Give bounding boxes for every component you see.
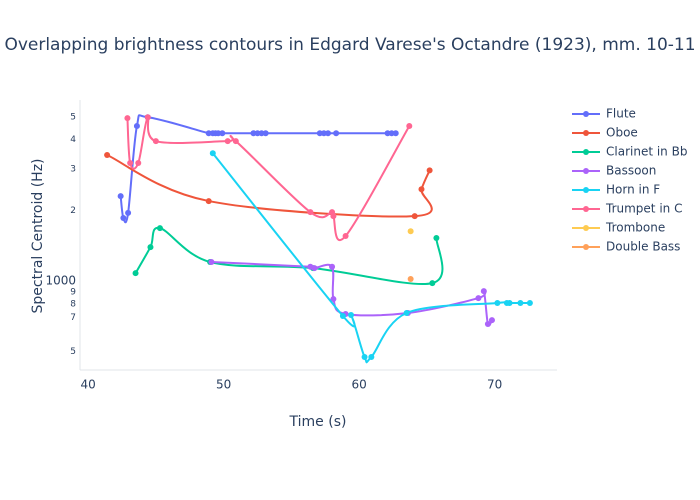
data-point <box>156 225 163 232</box>
legend-marker <box>583 111 589 117</box>
data-point <box>339 312 346 319</box>
data-point <box>348 311 355 318</box>
data-point <box>484 321 491 328</box>
data-point <box>330 213 337 220</box>
legend-label: Bassoon <box>606 164 656 178</box>
data-point <box>307 209 314 216</box>
x-tick-label: 70 <box>487 378 502 392</box>
data-point <box>224 138 231 145</box>
data-point <box>311 265 318 272</box>
data-point <box>368 353 375 360</box>
data-point <box>407 276 414 283</box>
data-point <box>392 130 399 137</box>
y-tick-label: 8 <box>70 299 76 309</box>
data-point <box>135 160 142 167</box>
legend-marker <box>583 187 589 193</box>
y-tick-label: 5 <box>70 347 76 357</box>
data-point <box>133 123 140 130</box>
data-point <box>232 138 239 145</box>
data-point <box>205 198 212 205</box>
y-tick-label: 2 <box>70 206 76 216</box>
data-point <box>480 288 487 295</box>
y-tick-label: 3 <box>70 164 76 174</box>
legend-label: Double Bass <box>606 240 680 254</box>
x-tick-label: 40 <box>80 378 95 392</box>
y-tick-label: 1000 <box>45 274 76 288</box>
data-point <box>429 280 436 287</box>
legend-marker <box>583 149 589 155</box>
data-point <box>117 193 124 200</box>
data-point <box>120 215 127 222</box>
data-point <box>132 270 139 277</box>
x-tick-label: 60 <box>352 378 367 392</box>
y-tick-label: 9 <box>70 287 76 297</box>
legend-marker <box>583 206 589 212</box>
data-point <box>418 186 425 193</box>
legend-label: Trumpet in C <box>605 202 682 216</box>
series-line <box>212 152 530 364</box>
data-point <box>209 150 216 157</box>
x-tick-label: 50 <box>216 378 231 392</box>
data-point <box>526 300 533 307</box>
data-point <box>329 263 336 270</box>
data-point <box>330 296 337 303</box>
data-point <box>475 295 482 302</box>
legend-label: Clarinet in Bb <box>606 145 687 159</box>
data-point <box>127 160 134 167</box>
series-line <box>134 226 444 285</box>
y-tick-label: 5 <box>70 112 76 122</box>
data-point <box>333 130 340 137</box>
data-point <box>342 233 349 240</box>
legend-marker <box>583 225 589 231</box>
chart-title: Overlapping brightness contours in Edgar… <box>4 35 695 55</box>
series-line <box>106 154 433 218</box>
data-point <box>494 300 501 307</box>
y-axis-title: Spectral Centroid (Hz) <box>30 158 46 313</box>
data-point <box>426 167 433 174</box>
data-point <box>324 130 331 137</box>
data-point <box>488 317 495 324</box>
data-point <box>125 209 132 216</box>
data-point <box>144 114 151 121</box>
legend-label: Flute <box>606 107 636 121</box>
data-point <box>262 130 269 137</box>
data-point <box>147 244 154 251</box>
data-point <box>152 138 159 145</box>
data-point <box>208 259 215 266</box>
legend-label: Horn in F <box>606 183 660 197</box>
legend-marker <box>583 244 589 250</box>
y-tick-label: 4 <box>70 135 76 145</box>
data-point <box>104 152 111 159</box>
legend-marker <box>583 168 589 174</box>
legend-label: Trombone <box>605 221 665 235</box>
data-point <box>506 300 513 307</box>
y-tick-label: 7 <box>70 313 76 323</box>
data-point <box>124 115 131 122</box>
x-axis-title: Time (s) <box>289 414 347 430</box>
series-line <box>126 116 411 241</box>
data-point <box>219 130 226 137</box>
data-point <box>517 300 524 307</box>
data-point <box>403 309 410 316</box>
data-point <box>407 228 414 235</box>
legend-marker <box>583 130 589 136</box>
data-point <box>361 353 368 360</box>
data-point <box>433 234 440 241</box>
data-point <box>411 213 418 220</box>
legend-label: Oboe <box>606 126 638 140</box>
data-point <box>406 123 413 130</box>
